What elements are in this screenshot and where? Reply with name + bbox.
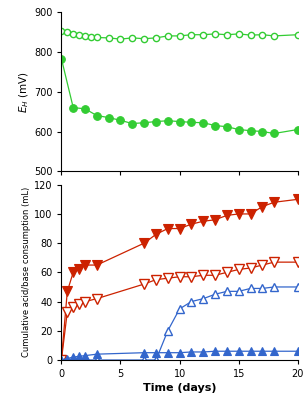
Y-axis label: Cumulative acid/base consumption (mL): Cumulative acid/base consumption (mL) — [22, 187, 31, 358]
X-axis label: Time (days): Time (days) — [143, 383, 216, 393]
Y-axis label: $E_{H}$ (mV): $E_{H}$ (mV) — [17, 71, 31, 113]
